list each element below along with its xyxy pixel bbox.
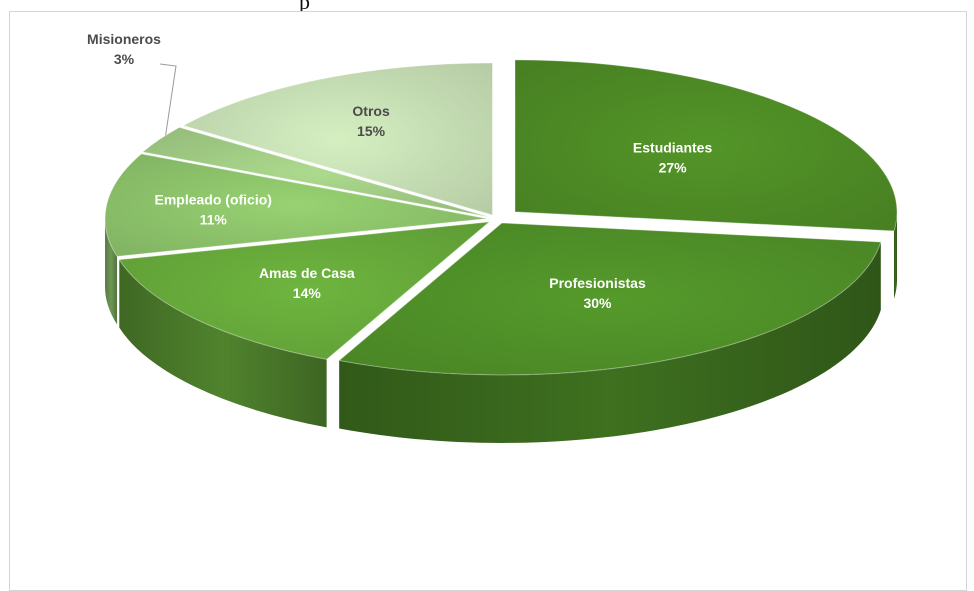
label-otros-value: 15% — [357, 123, 386, 139]
label-empleado-oficio-value: 11% — [200, 211, 228, 227]
label-estudiantes-value: 27% — [659, 160, 688, 176]
label-misioneros-name: Misioneros — [87, 31, 161, 47]
pie-side-empleado-oficio — [105, 218, 118, 325]
label-amas-de-casa-value: 14% — [293, 285, 322, 301]
label-otros-name: Otros — [352, 103, 390, 119]
clipped-caption-fragment: p — [0, 0, 974, 12]
label-profesionistas-name: Profesionistas — [549, 275, 646, 291]
pie-side-profesionistas — [339, 241, 881, 443]
pie-side-amas-de-casa — [119, 259, 327, 428]
pie-slice-amas-de-casa — [118, 221, 491, 360]
pie-slice-estudiantes — [514, 59, 898, 232]
pie-slice-empleado-oficio — [104, 153, 488, 257]
label-amas-de-casa-name: Amas de Casa — [259, 265, 355, 281]
pie-top-faces — [104, 59, 898, 376]
label-misioneros-value: 3% — [114, 51, 135, 67]
label-empleado-oficio-name: Empleado (oficio) — [154, 191, 271, 207]
label-profesionistas-value: 30% — [583, 295, 612, 311]
pie-slice-misioneros — [141, 126, 489, 218]
pie-slice-otros — [182, 62, 493, 216]
clipped-caption-text: p — [299, 0, 310, 12]
pie-labels: Estudiantes 27% Profesionistas 30% Amas de C… — [87, 31, 712, 311]
leader-line-misioneros — [159, 63, 177, 136]
pie-side-walls — [105, 211, 898, 443]
pie-side-estudiantes — [893, 211, 898, 299]
pie-slice-profesionistas — [338, 222, 882, 376]
label-estudiantes-name: Estudiantes — [633, 140, 713, 156]
